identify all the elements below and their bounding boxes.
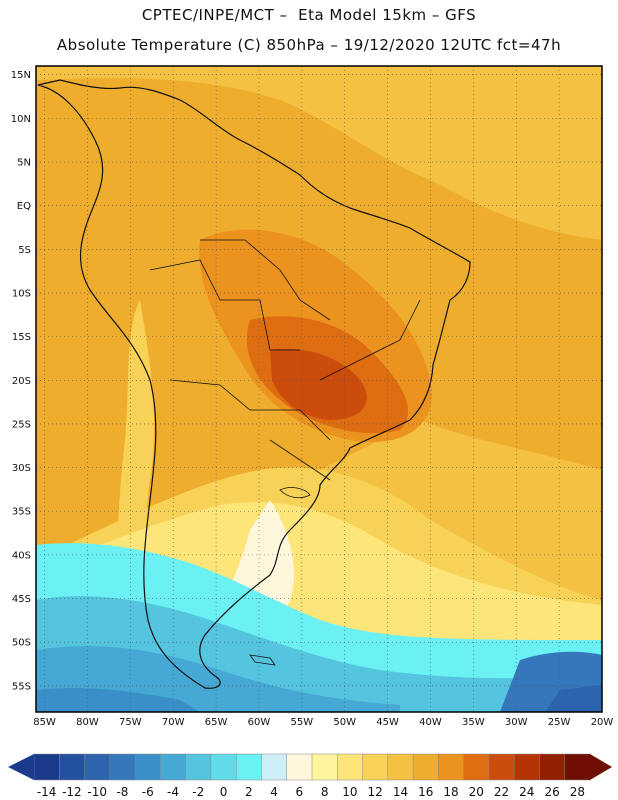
lat-tick-label: 20S: [12, 376, 31, 387]
lat-tick-label: 5S: [18, 245, 31, 256]
colorbar-label: -2: [192, 785, 204, 799]
colorbar-label: 8: [321, 785, 329, 799]
lon-tick-label: 80W: [76, 717, 99, 728]
colorbar-swatch: [160, 753, 187, 781]
colorbar-swatch: [412, 753, 440, 781]
lat-tick-label: 55S: [12, 681, 31, 692]
lon-tick-label: 50W: [333, 717, 356, 728]
colorbar-label: 22: [494, 785, 509, 799]
lat-tick-label: 15N: [11, 70, 31, 81]
lat-tick-label: 10N: [11, 114, 31, 125]
colorbar-swatch: [311, 753, 339, 781]
lon-tick-label: 55W: [291, 717, 314, 728]
colorbar-swatch: [185, 753, 212, 781]
lat-tick-label: 40S: [12, 550, 31, 561]
colorbar-swatch: [33, 753, 61, 781]
map-title: CPTEC/INPE/MCT – Eta Model 15km – GFS: [141, 6, 477, 24]
colorbar-high-arrow: [590, 754, 612, 780]
colorbar-swatch: [488, 753, 515, 781]
lon-tick-label: 85W: [33, 717, 56, 728]
lat-tick-label: 10S: [12, 288, 31, 299]
colorbar: -14 -12 -10 -8 -6 -4 -2 0 2 4 6 8 10 12 14 16 18 20 22 24 26…: [8, 753, 612, 799]
lon-tick-label: 20W: [591, 717, 614, 728]
colorbar-swatch: [261, 753, 288, 781]
colorbar-swatch: [362, 753, 389, 781]
lon-tick-label: 60W: [248, 717, 271, 728]
lat-tick-label: EQ: [17, 201, 31, 212]
colorbar-label: 14: [393, 785, 408, 799]
colorbar-swatch: [84, 753, 111, 781]
colorbar-swatch: [463, 753, 490, 781]
colorbar-label: 10: [342, 785, 357, 799]
lon-tick-label: 45W: [376, 717, 399, 728]
colorbar-swatch: [387, 753, 414, 781]
colorbar-label: 16: [418, 785, 433, 799]
colorbar-label: 20: [469, 785, 484, 799]
colorbar-label: -14: [37, 785, 57, 799]
lon-tick-label: 30W: [505, 717, 528, 728]
colorbar-label: 0: [220, 785, 228, 799]
map-subtitle: Absolute Temperature (C) 850hPa – 19/12/…: [56, 36, 562, 54]
colorbar-label: -10: [87, 785, 107, 799]
colorbar-swatch: [438, 753, 465, 781]
colorbar-swatch: [539, 753, 566, 781]
lon-tick-label: 40W: [419, 717, 442, 728]
colorbar-label: 12: [368, 785, 383, 799]
plot-frame: [35, 65, 603, 713]
lat-tick-label: 35S: [12, 507, 31, 518]
colorbar-swatch: [235, 753, 263, 781]
lat-tick-label: 45S: [12, 594, 31, 605]
colorbar-low-arrow: [8, 754, 34, 780]
lon-tick-label: 25W: [548, 717, 571, 728]
colorbar-swatch: [564, 753, 591, 781]
colorbar-label: -12: [62, 785, 82, 799]
colorbar-label: -8: [116, 785, 128, 799]
temperature-field: [36, 66, 602, 712]
colorbar-label: 24: [519, 785, 534, 799]
lat-tick-label: 30S: [12, 463, 31, 474]
colorbar-swatch: [286, 753, 313, 781]
colorbar-swatch: [210, 753, 237, 781]
lat-tick-label: 50S: [12, 638, 31, 649]
colorbar-swatch: [513, 753, 541, 781]
colorbar-swatch: [59, 753, 86, 781]
colorbar-label: -4: [167, 785, 179, 799]
lon-tick-label: 70W: [162, 717, 185, 728]
colorbar-swatch: [337, 753, 364, 781]
colorbar-label: 26: [544, 785, 559, 799]
colorbar-label: 4: [270, 785, 278, 799]
lon-tick-label: 65W: [205, 717, 228, 728]
lon-tick-label: 75W: [119, 717, 142, 728]
colorbar-label: 2: [245, 785, 253, 799]
colorbar-swatch: [109, 753, 136, 781]
lat-tick-label: 5N: [17, 158, 31, 169]
colorbar-label: 18: [443, 785, 458, 799]
colorbar-label: 6: [296, 785, 304, 799]
colorbar-swatch: [134, 753, 162, 781]
lat-tick-label: 25S: [12, 419, 31, 430]
lat-tick-label: 15S: [12, 332, 31, 343]
colorbar-label: 28: [570, 785, 585, 799]
colorbar-label: -6: [142, 785, 154, 799]
lon-tick-label: 35W: [462, 717, 485, 728]
